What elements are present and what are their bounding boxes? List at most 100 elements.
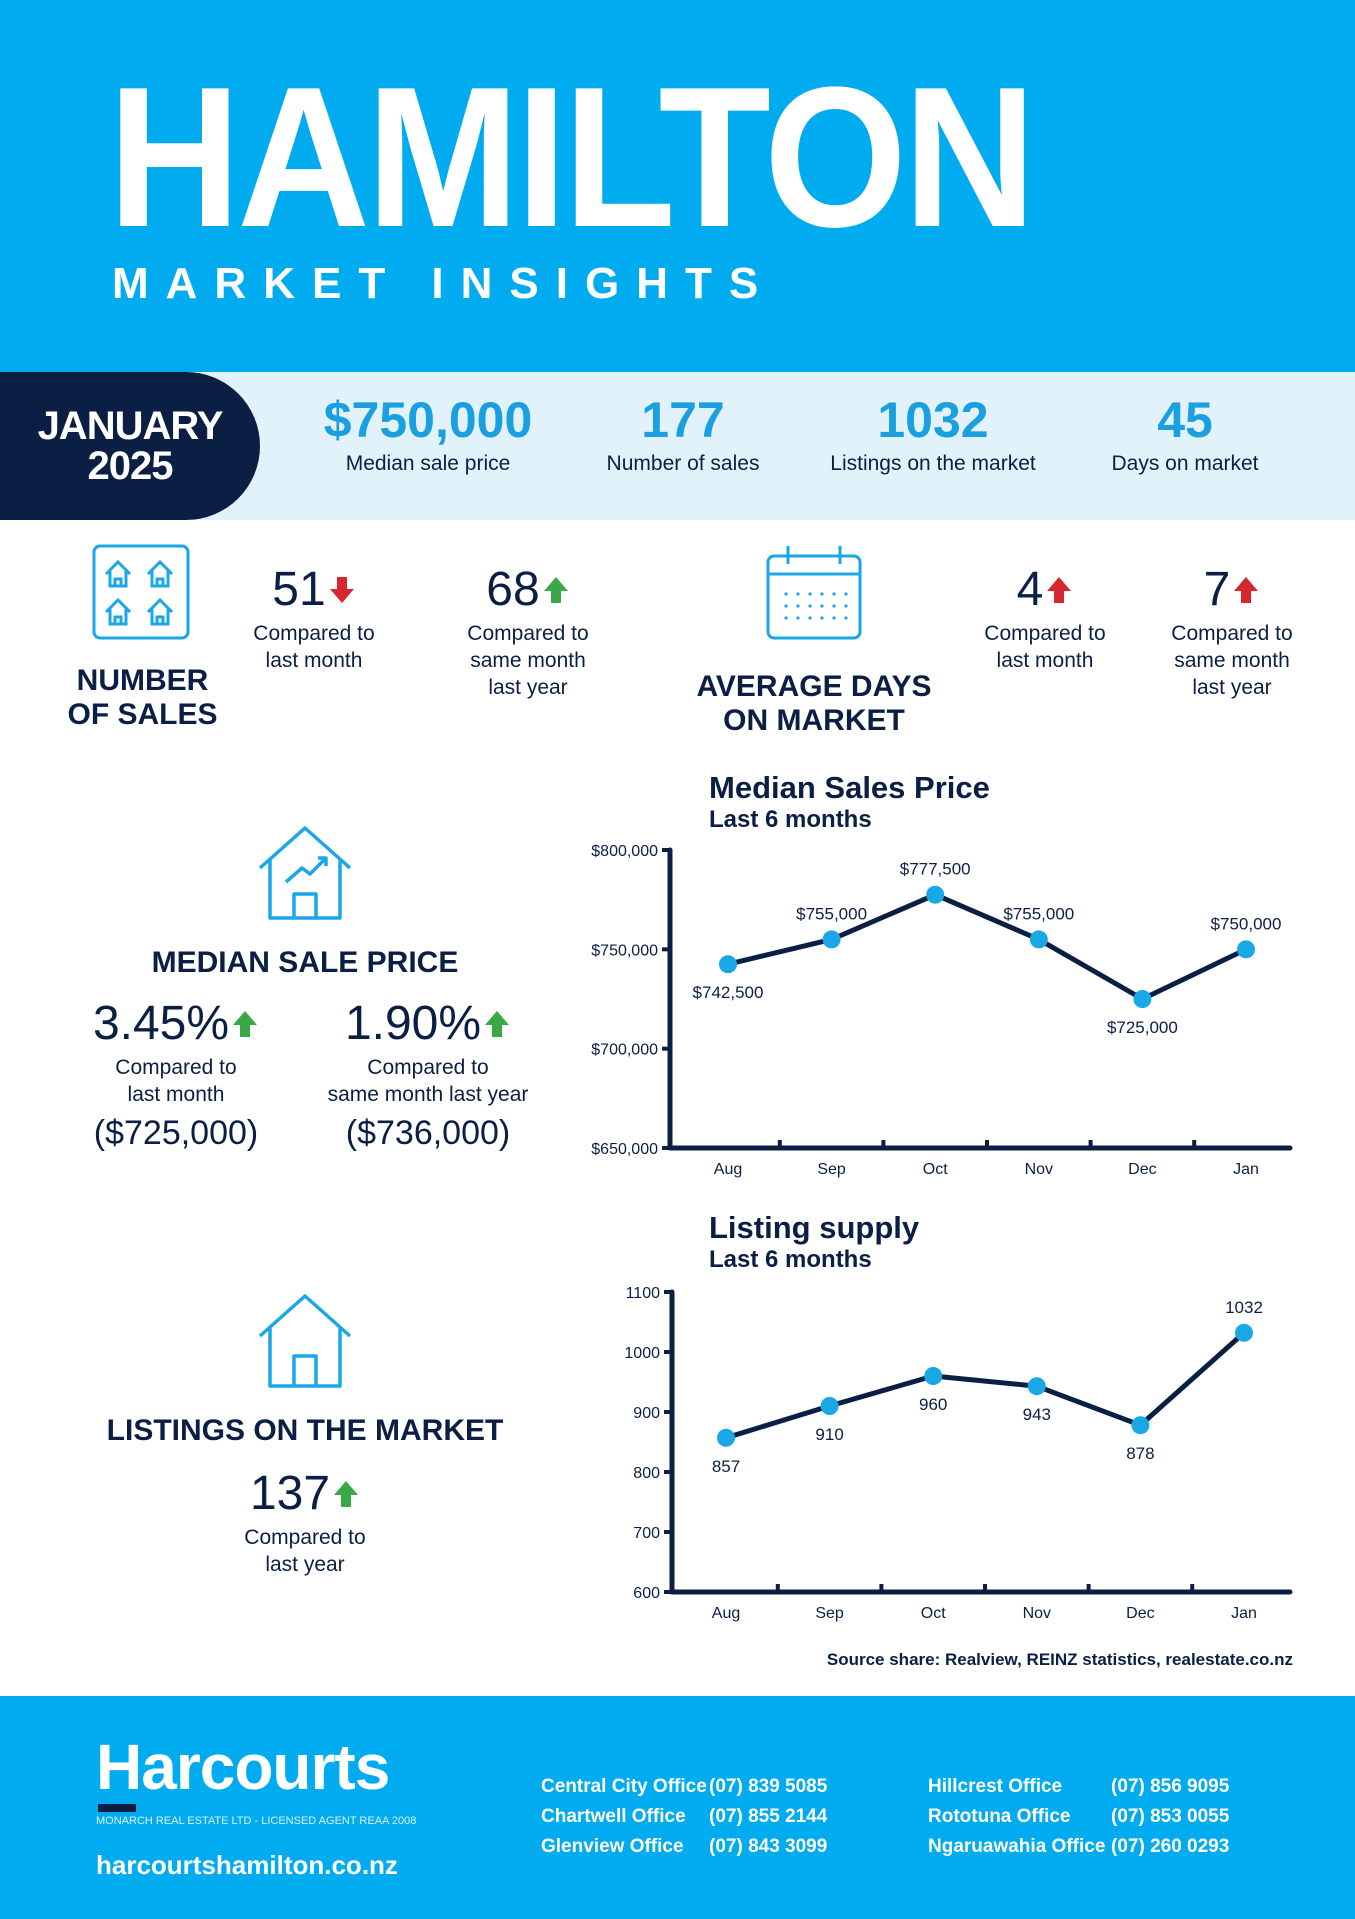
data-point	[719, 955, 737, 974]
stat-caption: same month	[1174, 649, 1290, 672]
office-name: Rototuna Office	[928, 1806, 1071, 1827]
stat-caption: last month	[996, 649, 1094, 672]
y-tick-label: 600	[633, 1585, 660, 1602]
y-tick-label: 800	[633, 1465, 660, 1482]
office-phone[interactable]: (07) 855 2144	[709, 1806, 828, 1827]
data-label: $755,000	[1003, 904, 1074, 923]
harcourts-logo: Harcourts	[96, 1731, 390, 1803]
x-tick-label: Aug	[714, 1161, 742, 1178]
office-list-right: Hillcrest Office (07) 856 9095 Rototuna O…	[928, 1772, 1229, 1862]
kpi-value: 177	[641, 392, 725, 448]
chart-title: Median Sales Price	[709, 770, 990, 805]
page-subtitle: MARKET INSIGHTS	[112, 259, 776, 308]
data-point	[1027, 1377, 1046, 1396]
y-tick-label: $750,000	[591, 942, 658, 959]
stat-previous-value: ($725,000)	[93, 1114, 259, 1152]
source-note: Source share: Realview, REINZ statistics…	[826, 1650, 1293, 1669]
data-point	[1029, 930, 1048, 949]
data-point	[924, 1367, 943, 1385]
data-label: 910	[815, 1425, 843, 1444]
office-phone[interactable]: (07) 843 3099	[709, 1836, 828, 1857]
title-line: AVERAGE DAYS	[696, 670, 932, 703]
stat-value: 51	[272, 563, 326, 616]
office-name: Hillcrest Office	[928, 1776, 1063, 1797]
x-tick-label: Dec	[1128, 1161, 1156, 1178]
arrow-down-icon	[329, 577, 354, 603]
kpi-label: Days on market	[1111, 452, 1259, 475]
stat-caption: Compared to	[253, 622, 375, 645]
stat-value: 68	[486, 563, 540, 616]
median-chart-heading: Median Sales Price Last 6 months	[709, 770, 990, 834]
stat-value: 1.90%	[344, 997, 482, 1050]
data-label: 878	[1126, 1444, 1154, 1463]
listings-vs-last-year: 137 Compared to last year	[205, 1468, 405, 1578]
stat-caption: last month	[265, 649, 363, 672]
x-tick-label: Nov	[1023, 1605, 1051, 1622]
website-link[interactable]: harcourtshamilton.co.nz	[96, 1850, 398, 1880]
data-point	[1133, 990, 1152, 1008]
y-tick-label: 1100	[626, 1285, 661, 1302]
stat-caption: Compared to	[115, 1056, 237, 1079]
stat-previous-value: ($736,000)	[345, 1114, 511, 1152]
days-vs-last-year: 7 Compared to same month last year	[1142, 564, 1322, 701]
number-of-sales-title: NUMBER OF SALES	[40, 664, 245, 732]
arrow-up-icon	[1047, 577, 1072, 603]
kpi-label: Number of sales	[606, 452, 760, 475]
stat-caption: last year	[1192, 676, 1272, 699]
license-text: MONARCH REAL ESTATE LTD - LICENSED AGENT…	[96, 1815, 417, 1827]
office-row: Central City Office (07) 839 5085	[541, 1772, 827, 1802]
x-tick-label: Oct	[923, 1161, 948, 1178]
arrow-up-icon	[485, 1011, 510, 1037]
sales-vs-last-year: 68 Compared to same month last year	[438, 564, 618, 701]
kpi-value: 1032	[877, 392, 989, 448]
listings-title: LISTINGS ON THE MARKET	[106, 1414, 504, 1447]
office-row: Rototuna Office (07) 853 0055	[928, 1802, 1229, 1832]
office-phone[interactable]: (07) 839 5085	[709, 1776, 828, 1797]
x-tick-label: Aug	[712, 1605, 740, 1622]
kpi-value: $750,000	[323, 392, 533, 448]
kpi-listings: 1032 Listings on the market	[803, 392, 1063, 476]
data-label: 1032	[1225, 1298, 1263, 1317]
x-tick-label: Sep	[817, 1161, 846, 1178]
data-point	[822, 930, 841, 949]
data-point	[1237, 940, 1255, 959]
data-label: $777,500	[900, 860, 971, 879]
office-list-left: Central City Office (07) 839 5085 Chartwe…	[541, 1772, 827, 1862]
median-sale-price-title: MEDIAN SALE PRICE	[151, 946, 459, 979]
data-point	[1235, 1323, 1253, 1342]
house-icon	[256, 1292, 354, 1388]
sales-vs-last-month: 51 Compared to last month	[224, 564, 404, 674]
stat-value: 137	[249, 1467, 331, 1520]
logo-underline	[98, 1804, 136, 1812]
y-tick-label: 900	[633, 1405, 660, 1422]
series-line	[727, 892, 1248, 1002]
title-line: ON MARKET	[723, 704, 905, 737]
data-label: $742,500	[693, 983, 764, 1002]
stat-caption: last month	[127, 1083, 225, 1106]
stat-caption: Compared to	[1171, 622, 1293, 645]
stat-caption: same month	[470, 649, 586, 672]
x-tick-label: Jan	[1231, 1605, 1257, 1622]
data-point	[926, 885, 945, 904]
y-tick-label: $800,000	[591, 843, 658, 860]
arrow-up-icon	[334, 1481, 359, 1507]
stat-caption: last year	[265, 1553, 345, 1576]
average-days-title: AVERAGE DAYS ON MARKET	[682, 670, 946, 738]
office-phone[interactable]: (07) 856 9095	[1111, 1776, 1230, 1797]
stat-caption: Compared to	[467, 622, 589, 645]
office-name: Glenview Office	[541, 1836, 684, 1857]
kpi-days-on-market: 45 Days on market	[1055, 392, 1315, 476]
page-title: HAMILTON	[108, 46, 1036, 269]
listing-chart-heading: Listing supply Last 6 months	[709, 1210, 919, 1274]
office-name: Central City Office	[541, 1776, 707, 1797]
y-tick-label: 700	[633, 1525, 660, 1542]
stat-caption: Compared to	[244, 1526, 366, 1549]
chart-subtitle: Last 6 months	[709, 1246, 872, 1273]
stat-caption: Compared to	[984, 622, 1106, 645]
median-sales-price-chart: $800,000 $750,000 $700,000 $650,000 Aug Sep Oc…	[591, 843, 1293, 1178]
series-line	[725, 1330, 1246, 1441]
x-tick-label: Nov	[1025, 1161, 1053, 1178]
office-phone[interactable]: (07) 853 0055	[1111, 1806, 1230, 1827]
data-label: 960	[919, 1395, 947, 1414]
office-phone[interactable]: (07) 260 0293	[1111, 1836, 1230, 1857]
